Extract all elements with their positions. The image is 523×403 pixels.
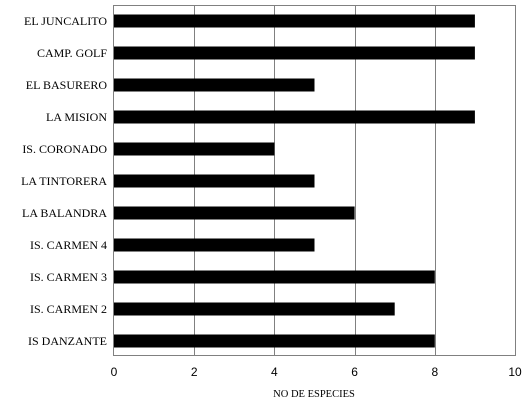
- bar: [114, 270, 435, 284]
- category-label: IS. CARMEN 4: [30, 238, 107, 252]
- x-tick-label: 6: [351, 365, 358, 379]
- category-label: EL BASURERO: [26, 78, 108, 92]
- bar: [114, 14, 475, 28]
- category-label: LA TINTORERA: [21, 174, 107, 188]
- bars: [114, 14, 475, 348]
- bar: [114, 46, 475, 60]
- category-label: EL JUNCALITO: [24, 14, 107, 28]
- category-label: LA BALANDRA: [22, 206, 107, 220]
- x-axis-title: NO DE ESPECIES: [273, 389, 355, 400]
- bar: [114, 206, 355, 220]
- category-label: IS. CARMEN 2: [30, 302, 107, 316]
- category-labels: EL JUNCALITO CAMP. GOLF EL BASURERO LA MISI…: [21, 14, 107, 348]
- category-label: LA MISION: [46, 110, 107, 124]
- category-label: IS. CORONADO: [22, 142, 107, 156]
- bar: [114, 334, 435, 348]
- x-tick-label: 4: [271, 365, 278, 379]
- category-label: CAMP. GOLF: [37, 46, 107, 60]
- x-tick-label: 0: [111, 365, 118, 379]
- bar: [114, 302, 395, 316]
- x-tick-label: 8: [431, 365, 438, 379]
- category-label: IS DANZANTE: [28, 334, 107, 348]
- bar: [114, 174, 315, 188]
- x-tick-label: 2: [191, 365, 198, 379]
- bar: [114, 238, 315, 252]
- x-tick-label: 10: [508, 365, 522, 379]
- bar: [114, 142, 275, 156]
- bar: [114, 78, 315, 92]
- x-tick-labels: 0 2 4 6 8 10: [111, 365, 522, 379]
- category-label: IS. CARMEN 3: [30, 270, 107, 284]
- bar: [114, 110, 475, 124]
